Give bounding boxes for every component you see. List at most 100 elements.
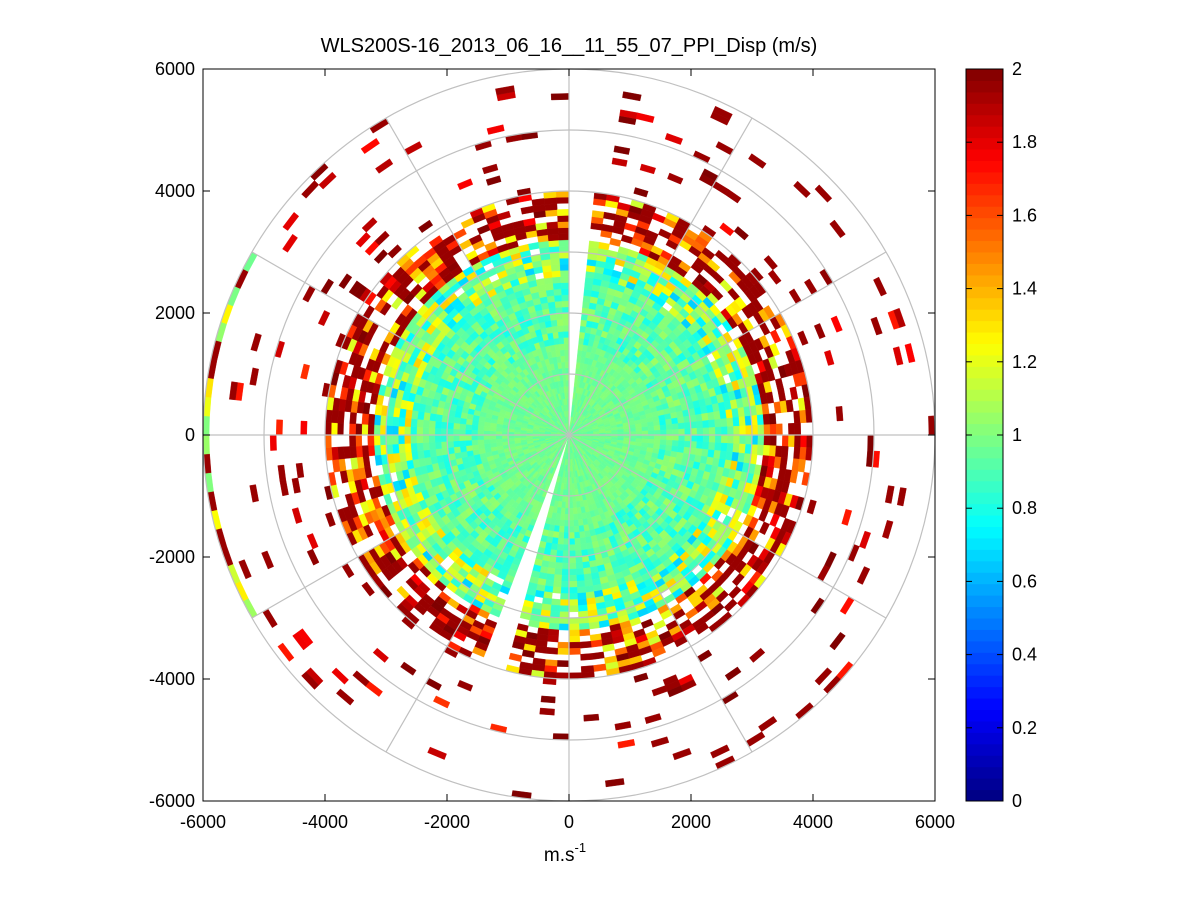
ppi-cell: [568, 556, 576, 564]
ppi-cell: [762, 444, 771, 457]
ppi-cell: [583, 289, 593, 297]
ppi-cell: [434, 427, 442, 436]
ppi-cell: [576, 574, 585, 582]
y-tick-label: -2000: [149, 547, 195, 567]
ppi-cell: [763, 255, 778, 271]
ppi-cell: [727, 434, 734, 444]
ppi-cell: [465, 423, 473, 431]
ppi-cell: [501, 437, 509, 443]
ppi-cell: [563, 331, 570, 338]
ppi-cell: [558, 245, 570, 253]
ppi-cell: [659, 439, 667, 446]
ppi-cell: [568, 574, 577, 582]
ppi-cell: [775, 445, 783, 458]
ppi-cell: [410, 418, 418, 428]
ppi-cell: [720, 418, 728, 428]
colorbar-band: [966, 675, 1003, 688]
ppi-cell: [665, 423, 673, 431]
ppi-cell: [440, 428, 448, 436]
y-tick-label: 6000: [155, 59, 195, 79]
ppi-cell: [202, 415, 210, 436]
colorbar-band: [966, 469, 1003, 482]
colorbar-band: [966, 560, 1003, 573]
ppi-cell: [483, 434, 491, 440]
ppi-cell: [568, 532, 575, 539]
colorbar-band: [966, 309, 1003, 322]
ppi-cell: [647, 434, 655, 440]
ppi-cell: [654, 434, 661, 441]
colorbar-band: [966, 206, 1003, 219]
ppi-cell: [677, 440, 685, 448]
ppi-cell: [422, 442, 430, 451]
ppi-cell: [559, 605, 570, 613]
ppi-cell: [561, 294, 570, 302]
ppi-cell: [671, 417, 679, 425]
ppi-cell: [446, 421, 454, 430]
ppi-cell: [635, 112, 655, 123]
colorbar-band: [966, 732, 1003, 745]
ppi-cell: [560, 587, 570, 594]
ppi-cell: [349, 434, 357, 447]
ppi-cell: [726, 443, 734, 453]
ppi-cell: [797, 458, 806, 473]
ppi-cell: [343, 446, 351, 459]
ppi-cell: [756, 444, 765, 456]
colorbar-band: [966, 389, 1003, 402]
ppi-cell: [552, 580, 562, 588]
ppi-cell: [559, 251, 570, 259]
ppi-cell: [453, 422, 461, 430]
ppi-cell: [404, 443, 412, 453]
colorbar-band: [966, 503, 1003, 516]
ppi-cell: [465, 434, 472, 441]
ppi-cell: [654, 429, 661, 436]
ppi-cell: [404, 426, 411, 436]
ppi-cell: [331, 446, 339, 461]
ppi-cell: [568, 507, 574, 515]
ppi-cell: [555, 550, 564, 558]
ppi-cell: [540, 695, 556, 704]
ppi-cell: [559, 257, 570, 265]
ppi-cell: [769, 434, 777, 447]
ppi-cell: [738, 443, 746, 454]
ppi-cell: [559, 349, 566, 357]
ppi-cell: [507, 437, 515, 442]
ppi-cell: [572, 501, 577, 509]
colorbar-band: [966, 606, 1003, 619]
ppi-cell: [477, 429, 484, 436]
ppi-cell: [453, 446, 461, 454]
ppi-cell: [553, 574, 562, 582]
ppi-cell: [578, 531, 586, 539]
ppi-cell: [558, 233, 570, 241]
colorbar-band: [966, 354, 1003, 367]
colorbar-band: [966, 332, 1003, 344]
ppi-cell: [559, 263, 570, 271]
ppi-cell: [550, 598, 561, 606]
ppi-cell: [667, 172, 684, 185]
ppi-cell: [768, 445, 777, 457]
x-tick-label: -6000: [180, 812, 226, 832]
colorbar-band: [966, 252, 1003, 264]
ppi-cell: [452, 434, 460, 442]
ppi-cell: [557, 531, 565, 539]
ppi-cell: [738, 416, 746, 427]
ppi-cell: [696, 434, 704, 443]
ppi-cell: [489, 430, 497, 436]
ppi-cell: [545, 209, 558, 217]
ppi-cell: [727, 426, 734, 436]
ppi-cell: [385, 434, 393, 445]
ppi-cell: [428, 427, 436, 436]
colorbar-tick-label: 1.2: [1012, 352, 1037, 372]
ppi-cell: [373, 444, 382, 456]
ppi-cell: [564, 507, 570, 515]
colorbar-band: [966, 103, 1003, 116]
ppi-cell: [458, 434, 466, 441]
ppi-cell: [552, 586, 562, 594]
ppi-cell: [423, 449, 431, 459]
ppi-cell: [721, 434, 728, 444]
ppi-cell: [572, 513, 579, 521]
ppi-cell: [416, 418, 424, 428]
ppi-cell: [629, 427, 637, 433]
ppi-cell: [563, 324, 570, 332]
ppi-cell: [459, 440, 467, 447]
